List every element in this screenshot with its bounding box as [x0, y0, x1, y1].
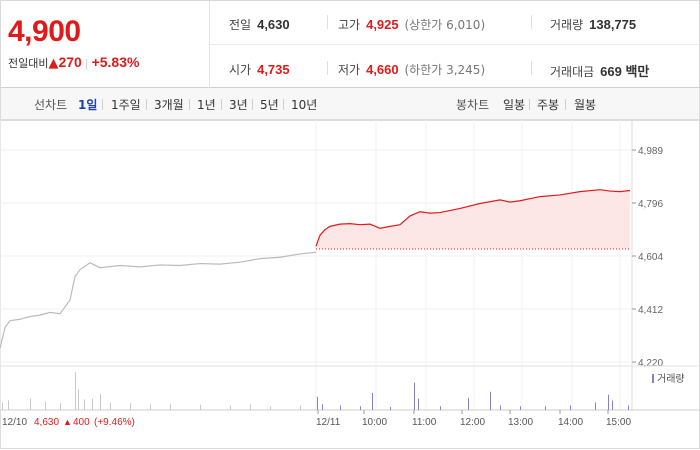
- current-price: 4,900: [8, 15, 81, 48]
- divider: [531, 61, 532, 75]
- y-tick-label: 4,220: [638, 358, 663, 369]
- stat-value: 4,735: [257, 62, 290, 77]
- stat-high: 고가 4,925 (상한가 6,010): [338, 16, 485, 33]
- divider: [210, 44, 700, 45]
- stat-volume: 거래량 138,775: [550, 16, 636, 33]
- divider: [189, 99, 190, 110]
- tab-1d[interactable]: 1일: [78, 98, 98, 112]
- divider: [102, 99, 103, 110]
- x-tick-label: 12:00: [460, 417, 485, 428]
- prev-day-percent: (+9.46%): [94, 417, 135, 428]
- lower-limit: (하한가 3,245): [404, 63, 486, 77]
- volume-legend-swatch: [652, 374, 654, 383]
- stat-amount: 거래대금 669 백만: [550, 61, 649, 80]
- stat-label: 전일: [229, 18, 252, 32]
- x-tick-label: 12/11: [316, 417, 341, 428]
- stat-label: 시가: [229, 63, 252, 77]
- change-percent: +5.83%: [91, 54, 140, 70]
- x-tick-label: 11:00: [412, 417, 437, 428]
- divider: [327, 15, 328, 29]
- y-tick-label: 4,412: [638, 305, 663, 316]
- stat-value: 669 백만: [600, 64, 650, 79]
- tab-1y[interactable]: 1년: [197, 98, 216, 112]
- y-tick-label: 4,989: [638, 146, 663, 157]
- y-tick-label: 4,604: [638, 252, 663, 263]
- stat-value: 4,660: [366, 62, 399, 77]
- chart-frame: [0, 120, 700, 449]
- chart-tabs: 선차트 1일 1주일 3개월 1년 3년 5년 10년 봉차트 일봉 주봉 월봉: [0, 88, 700, 120]
- volume-legend-label: 거래량: [657, 373, 685, 385]
- tab-monthly[interactable]: 월봉: [574, 98, 597, 112]
- stat-label: 저가: [338, 63, 361, 77]
- prev-day-close: 4,630: [34, 417, 59, 428]
- prev-day-change: 400: [73, 417, 90, 428]
- price-chart-svg: 4,989 4,796 4,604 4,412 4,220 거래량 12/11 10:00 11…: [0, 120, 700, 449]
- stat-open: 시가 4,735: [229, 61, 290, 78]
- quote-summary: 4,900 전일대비▲270 | +5.83% 전일 4,630 고가 4,925 (상…: [0, 0, 700, 88]
- divider: [529, 99, 530, 110]
- stat-low: 저가 4,660 (하한가 3,245): [338, 61, 485, 78]
- x-tick-label: 15:00: [606, 417, 631, 428]
- tab-5y[interactable]: 5년: [260, 98, 279, 112]
- upper-limit: (상한가 6,010): [404, 18, 486, 32]
- change-label: 전일대비: [8, 57, 49, 70]
- divider: [146, 99, 147, 110]
- tab-3y[interactable]: 3년: [229, 98, 248, 112]
- stat-value: 4,630: [257, 17, 290, 32]
- series-line-12-11: [315, 189, 631, 247]
- y-tick-label: 4,796: [638, 199, 663, 210]
- stat-value: 4,925: [366, 17, 399, 32]
- x-tick-label: 13:00: [508, 417, 533, 428]
- x-tick-label: 10:00: [362, 417, 387, 428]
- stat-label: 고가: [338, 18, 361, 32]
- divider: [531, 15, 532, 29]
- divider: [327, 61, 328, 75]
- stat-value: 138,775: [589, 17, 637, 32]
- price-chart: 4,989 4,796 4,604 4,412 4,220 거래량 12/11 10:00 11…: [0, 120, 700, 450]
- change-value: 270: [58, 54, 82, 70]
- divider: |: [84, 57, 89, 70]
- tab-1w[interactable]: 1주일: [111, 98, 141, 112]
- x-tick-label: 12/10: [2, 417, 27, 428]
- stat-label: 거래대금: [550, 65, 595, 79]
- up-area: [316, 189, 630, 249]
- series-line-12-10: [0, 251, 317, 349]
- divider: [221, 99, 222, 110]
- stat-label: 거래량: [550, 18, 584, 32]
- divider: [565, 99, 566, 110]
- divider: [252, 99, 253, 110]
- triangle-up-icon: ▲: [63, 417, 72, 427]
- tab-daily[interactable]: 일봉: [503, 98, 526, 112]
- line-chart-label: 선차트: [34, 98, 68, 112]
- price-block: 4,900 전일대비▲270 | +5.83%: [1, 1, 210, 88]
- x-tick-label: 14:00: [558, 417, 583, 428]
- tab-10y[interactable]: 10년: [291, 98, 318, 112]
- divider: [283, 99, 284, 110]
- triangle-up-icon: ▲: [48, 56, 59, 71]
- tab-3m[interactable]: 3개월: [154, 98, 184, 112]
- candle-chart-label: 봉차트: [456, 98, 490, 112]
- stat-prev-close: 전일 4,630: [229, 16, 290, 33]
- tab-weekly[interactable]: 주봉: [537, 98, 560, 112]
- change-row: 전일대비▲270 | +5.83%: [8, 54, 139, 71]
